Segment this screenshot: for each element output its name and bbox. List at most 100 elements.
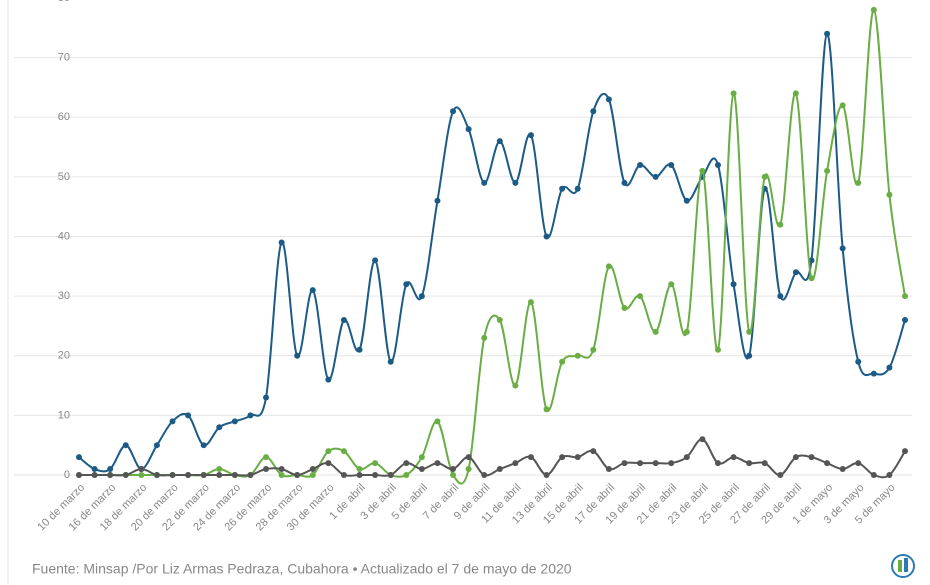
- point: [714, 460, 721, 467]
- point: [231, 418, 238, 425]
- point: [870, 6, 877, 13]
- point: [91, 472, 98, 478]
- point: [76, 454, 82, 461]
- point: [263, 454, 270, 461]
- point: [340, 448, 347, 455]
- point: [481, 334, 488, 341]
- point: [247, 412, 254, 419]
- point: [450, 108, 457, 115]
- point: [870, 472, 877, 478]
- point: [263, 394, 270, 401]
- point: [107, 466, 114, 473]
- point: [309, 472, 316, 478]
- point: [138, 472, 145, 478]
- point: [730, 281, 737, 288]
- point: [122, 472, 129, 478]
- point: [559, 185, 566, 192]
- point: [792, 269, 799, 276]
- point: [683, 197, 690, 204]
- point: [496, 316, 503, 323]
- series-line: [78, 32, 906, 473]
- point: [527, 132, 534, 139]
- y-tick-label: 0: [64, 469, 70, 481]
- y-tick-label: 10: [58, 409, 70, 421]
- point: [590, 448, 597, 455]
- point: [340, 316, 347, 323]
- y-tick-label: 30: [58, 290, 70, 302]
- y-tick-label: 20: [58, 350, 70, 362]
- point: [746, 460, 753, 467]
- point: [902, 448, 908, 455]
- point: [418, 454, 425, 461]
- point: [855, 179, 862, 186]
- point: [605, 96, 612, 103]
- point: [465, 126, 472, 133]
- y-tick-label: 50: [58, 171, 70, 183]
- series-line: [78, 8, 906, 485]
- point: [668, 161, 675, 168]
- point: [372, 472, 379, 478]
- point: [637, 460, 644, 467]
- point: [496, 138, 503, 145]
- point: [372, 460, 379, 467]
- point: [543, 233, 550, 240]
- y-tick-label: 80: [58, 0, 70, 4]
- point: [543, 406, 550, 413]
- point: [138, 466, 145, 473]
- point: [512, 382, 519, 389]
- point: [122, 442, 129, 449]
- point: [761, 173, 768, 180]
- point: [169, 418, 176, 425]
- point: [263, 466, 270, 473]
- point: [637, 161, 644, 168]
- point: [886, 364, 893, 371]
- point: [91, 466, 98, 473]
- point: [496, 466, 503, 473]
- point: [652, 173, 659, 180]
- point: [200, 472, 207, 478]
- point: [387, 472, 394, 478]
- point: [387, 358, 394, 365]
- point: [574, 352, 581, 359]
- footer: Fuente: Minsap /Por Liz Armas Pedraza, C…: [32, 561, 572, 577]
- point: [683, 454, 690, 461]
- point: [185, 472, 192, 478]
- point: [886, 191, 893, 198]
- point: [668, 460, 675, 467]
- point: [902, 316, 908, 323]
- point: [870, 370, 877, 377]
- point: [808, 275, 815, 282]
- point: [792, 454, 799, 461]
- point: [730, 90, 737, 97]
- point: [824, 30, 831, 37]
- point: [559, 358, 566, 365]
- point: [278, 472, 285, 478]
- point: [278, 239, 285, 246]
- y-tick-label: 40: [58, 230, 70, 242]
- point: [465, 466, 472, 473]
- point: [247, 472, 254, 478]
- point: [808, 454, 815, 461]
- point: [714, 161, 721, 168]
- point: [325, 448, 332, 455]
- point: [746, 328, 753, 335]
- point: [668, 281, 675, 288]
- point: [761, 460, 768, 467]
- point: [839, 245, 846, 252]
- y-tick-label: 70: [58, 52, 70, 64]
- point: [434, 418, 441, 425]
- point: [652, 460, 659, 467]
- point: [450, 466, 457, 473]
- point: [621, 305, 628, 312]
- point: [278, 466, 285, 473]
- point: [559, 454, 566, 461]
- point: [839, 102, 846, 109]
- point: [465, 454, 472, 461]
- point: [403, 472, 410, 478]
- point: [824, 167, 831, 174]
- point: [527, 454, 534, 461]
- point: [481, 179, 488, 186]
- point: [309, 466, 316, 473]
- point: [231, 472, 238, 478]
- point: [855, 358, 862, 365]
